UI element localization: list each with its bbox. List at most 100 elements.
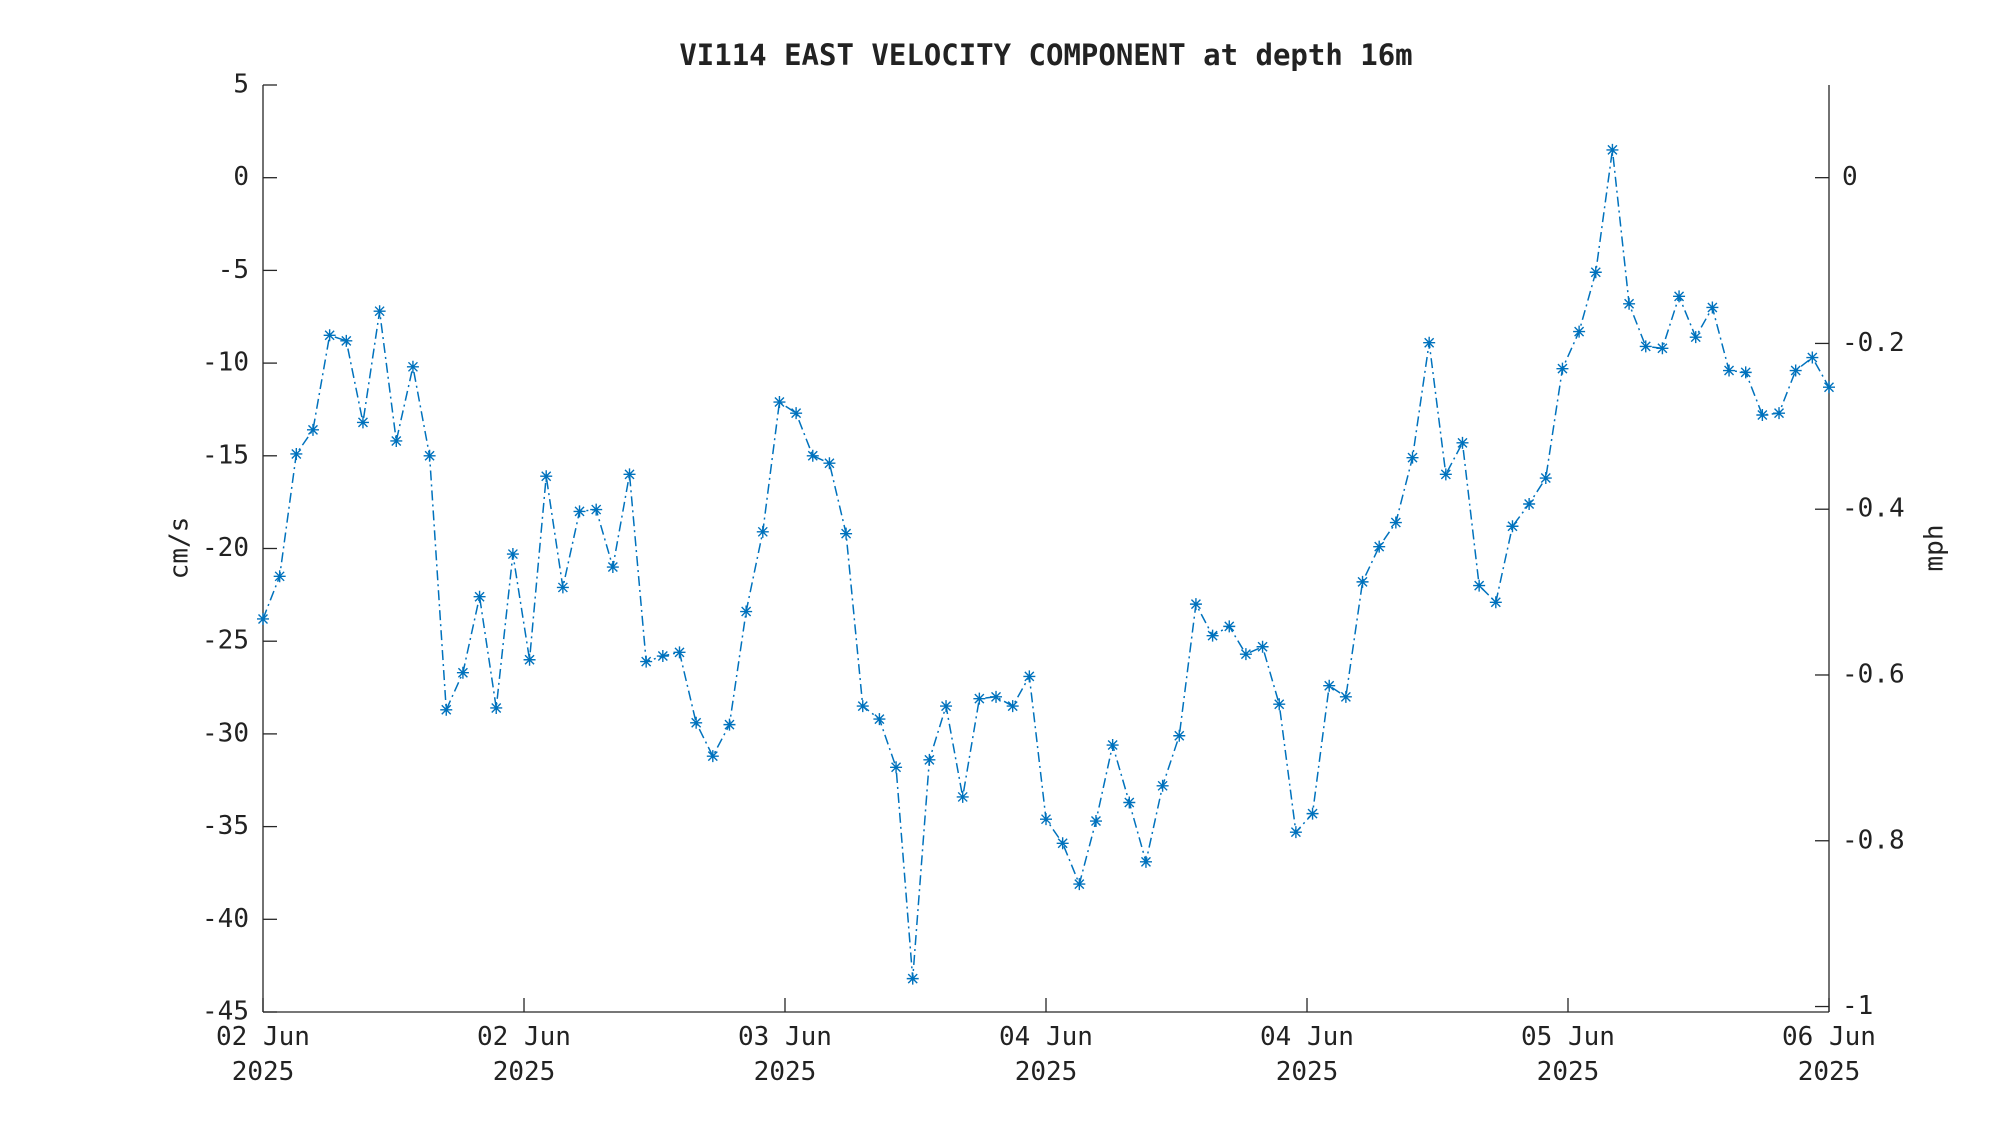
data-marker	[756, 525, 769, 538]
data-marker	[1706, 301, 1719, 314]
data-marker	[1156, 779, 1169, 792]
data-marker	[456, 666, 469, 679]
y2-tick-label: -0.6	[1842, 659, 1905, 689]
data-marker	[490, 701, 503, 714]
data-marker	[573, 505, 586, 518]
data-marker	[1323, 679, 1336, 692]
data-marker	[1523, 498, 1536, 511]
data-marker	[1273, 698, 1286, 711]
data-marker	[423, 449, 436, 462]
data-marker	[1589, 266, 1602, 279]
data-marker	[1673, 290, 1686, 303]
data-marker	[723, 718, 736, 731]
data-marker	[1123, 796, 1136, 809]
y2-tick-label: -0.4	[1842, 494, 1905, 524]
y-tick-label: -40	[202, 904, 249, 934]
data-marker	[1406, 451, 1419, 464]
data-marker	[1040, 813, 1052, 826]
data-marker	[1489, 596, 1502, 609]
data-marker	[1689, 331, 1702, 344]
data-marker	[1023, 670, 1036, 683]
data-marker	[940, 700, 953, 713]
data-marker	[1806, 351, 1819, 364]
data-marker	[506, 548, 519, 561]
data-marker	[1073, 878, 1086, 891]
data-marker	[273, 570, 286, 583]
data-marker	[673, 646, 686, 659]
data-marker	[990, 690, 1003, 703]
x-tick-label: 03 Jun 2025	[738, 1022, 832, 1087]
data-marker	[1306, 807, 1319, 820]
data-marker	[840, 527, 853, 540]
y-tick-label: 5	[233, 70, 249, 100]
data-marker	[1756, 409, 1769, 422]
data-marker	[523, 653, 536, 666]
data-marker	[306, 423, 319, 436]
data-marker	[1056, 837, 1069, 850]
chart-title: VI114 EAST VELOCITY COMPONENT at depth 1…	[679, 38, 1412, 72]
data-marker	[1189, 598, 1202, 611]
data-marker	[906, 972, 919, 985]
data-marker	[1539, 472, 1552, 485]
data-marker	[1389, 516, 1402, 529]
data-marker	[1723, 364, 1736, 377]
data-marker	[623, 468, 636, 481]
x-tick-label: 02 Jun 2025	[216, 1022, 310, 1087]
data-marker	[823, 457, 836, 470]
data-marker	[390, 434, 403, 447]
data-marker	[340, 334, 353, 347]
data-marker	[1173, 729, 1186, 742]
data-marker	[1656, 342, 1669, 355]
y-tick-label: -35	[202, 811, 249, 841]
data-marker	[1239, 648, 1252, 661]
data-marker	[1339, 690, 1352, 703]
data-marker	[956, 790, 969, 803]
y-tick-label: -5	[218, 255, 249, 285]
y-tick-label: -15	[202, 440, 249, 470]
data-marker	[873, 713, 886, 726]
data-marker	[806, 449, 819, 462]
data-marker	[790, 407, 803, 420]
data-marker	[590, 503, 603, 516]
data-marker	[973, 692, 986, 705]
y-tick-label: -30	[202, 718, 249, 748]
data-marker	[1823, 381, 1835, 394]
x-tick-label: 04 Jun 2025	[1260, 1022, 1354, 1087]
data-marker	[373, 305, 386, 318]
y2-axis-label: mph	[1920, 525, 1950, 572]
data-marker	[1456, 436, 1469, 449]
data-marker	[323, 329, 336, 342]
data-marker	[1473, 579, 1486, 592]
data-marker	[473, 590, 486, 603]
data-marker	[890, 761, 903, 774]
data-marker	[257, 612, 269, 625]
data-marker	[1606, 143, 1619, 156]
data-marker	[1289, 826, 1302, 839]
data-marker	[1106, 739, 1119, 752]
y2-tick-label: 0	[1842, 162, 1858, 192]
data-marker	[556, 581, 569, 594]
data-marker	[773, 396, 786, 409]
y2-tick-label: -1	[1842, 991, 1873, 1021]
data-marker	[540, 470, 553, 483]
data-marker	[1739, 366, 1752, 379]
x-tick-label: 02 Jun 2025	[477, 1022, 571, 1087]
data-marker	[356, 416, 369, 429]
x-tick-label: 05 Jun 2025	[1521, 1022, 1615, 1087]
y2-tick-label: -0.2	[1842, 328, 1905, 358]
data-marker	[656, 650, 669, 663]
y-axis-label: cm/s	[165, 517, 195, 580]
data-marker	[1556, 362, 1569, 375]
y-tick-label: -45	[202, 997, 249, 1027]
data-marker	[406, 360, 419, 373]
data-marker	[1789, 364, 1802, 377]
y-tick-label: -10	[202, 348, 249, 378]
data-marker	[440, 703, 453, 716]
data-marker	[1639, 340, 1652, 353]
data-marker	[1256, 640, 1269, 653]
data-marker	[1623, 297, 1636, 310]
data-marker	[1423, 336, 1436, 349]
data-marker	[1356, 575, 1369, 588]
data-marker	[1223, 620, 1236, 633]
